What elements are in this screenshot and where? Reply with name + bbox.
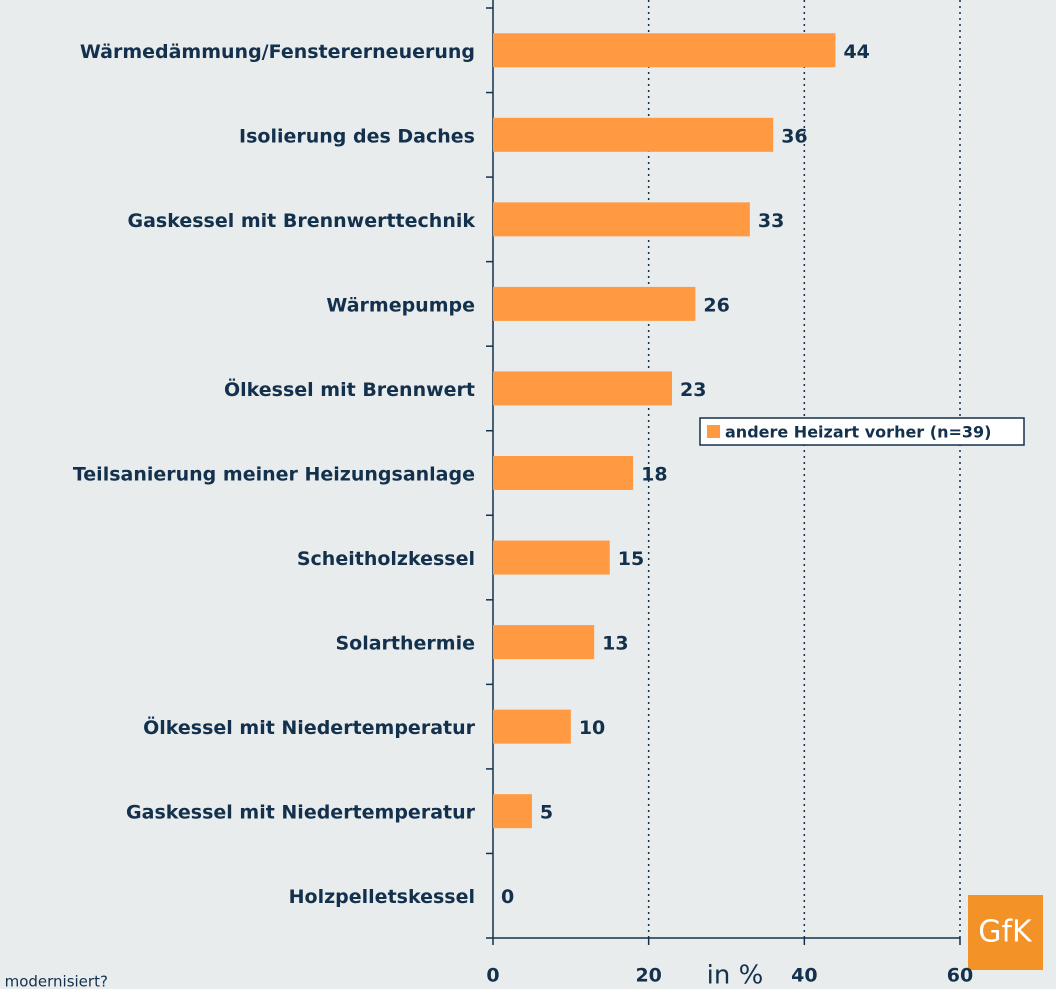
bar bbox=[493, 456, 634, 490]
x-tick-label: 60 bbox=[947, 965, 973, 987]
value-label: 36 bbox=[781, 125, 807, 147]
x-tick-label: 40 bbox=[791, 965, 817, 987]
value-label: 23 bbox=[680, 379, 706, 401]
category-label: Wärmedämmung/Fenstererneuerung bbox=[80, 41, 475, 63]
legend-label: andere Heizart vorher (n=39) bbox=[725, 423, 991, 442]
bar bbox=[493, 794, 532, 829]
bar bbox=[493, 33, 836, 68]
value-label: 13 bbox=[602, 633, 628, 655]
category-label: Solarthermie bbox=[335, 633, 475, 655]
legend-box bbox=[699, 417, 1025, 446]
bar bbox=[493, 371, 673, 406]
category-label: Teilsanierung meiner Heizungsanlage bbox=[73, 464, 475, 486]
category-label: Gaskessel mit Niedertemperatur bbox=[126, 802, 476, 824]
x-tick-label: 20 bbox=[635, 965, 661, 987]
value-label: 0 bbox=[501, 886, 514, 908]
logo-box bbox=[968, 895, 1043, 970]
value-label: 15 bbox=[618, 548, 644, 570]
footnote: s modernisiert? bbox=[0, 973, 108, 989]
bar bbox=[493, 202, 750, 237]
value-label: 33 bbox=[758, 210, 784, 232]
bar bbox=[493, 625, 595, 660]
logo: GfK bbox=[978, 915, 1033, 950]
value-label: 26 bbox=[703, 294, 729, 316]
bar bbox=[493, 709, 571, 744]
category-label: Wärmepumpe bbox=[326, 294, 475, 316]
category-label: Ölkessel mit Niedertemperatur bbox=[143, 715, 476, 739]
value-label: 10 bbox=[579, 717, 605, 739]
bar bbox=[493, 286, 696, 321]
category-label: Gaskessel mit Brennwerttechnik bbox=[128, 210, 476, 232]
legend: andere Heizart vorher (n=39) bbox=[699, 417, 1025, 446]
legend-swatch bbox=[707, 425, 720, 438]
category-label: Scheitholzkessel bbox=[297, 548, 475, 570]
bar bbox=[493, 117, 774, 152]
category-label: Ölkessel mit Brennwert bbox=[224, 377, 475, 401]
value-label: 18 bbox=[641, 464, 667, 486]
x-tick-label: 0 bbox=[486, 965, 499, 987]
category-label: Holzpelletskessel bbox=[289, 886, 475, 908]
x-axis-label: in % bbox=[707, 961, 764, 989]
bar bbox=[493, 540, 610, 575]
value-label: 5 bbox=[540, 802, 553, 824]
category-label: Isolierung des Daches bbox=[239, 125, 475, 147]
value-label: 44 bbox=[843, 41, 869, 63]
